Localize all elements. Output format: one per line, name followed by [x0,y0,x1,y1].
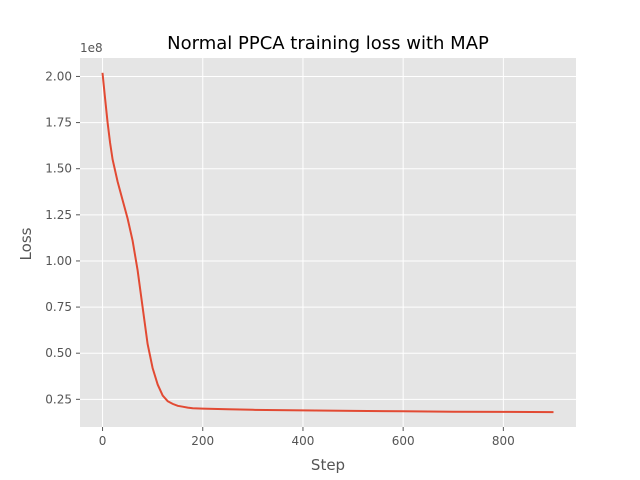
x-tick-label: 0 [99,434,107,448]
y-tick-label: 1.75 [45,116,72,130]
x-tick-label: 600 [392,434,415,448]
plot-background [80,58,576,427]
y-tick-label: 1.50 [45,162,72,176]
loss-line [101,72,554,414]
grid [80,58,576,427]
x-tick-label: 200 [191,434,214,448]
y-axis-offset: 1e8 [80,41,103,55]
x-tick-label: 800 [492,434,515,448]
x-axis-label: Step [311,456,345,474]
y-tick-label: 1.00 [45,254,72,268]
y-tick-label: 2.00 [45,69,72,83]
y-tick-label: 0.50 [45,346,72,360]
chart-title: Normal PPCA training loss with MAP [167,33,489,54]
x-tick-labels: 0 200 400 600 800 [99,427,515,448]
x-tick-label: 400 [291,434,314,448]
y-tick-label: 0.25 [45,392,72,406]
y-tick-labels: 0.25 0.50 0.75 1.00 1.25 1.50 1.75 2.00 [45,69,80,406]
y-axis-label: Loss [17,227,35,260]
y-tick-label: 1.25 [45,208,72,222]
y-tick-label: 0.75 [45,300,72,314]
